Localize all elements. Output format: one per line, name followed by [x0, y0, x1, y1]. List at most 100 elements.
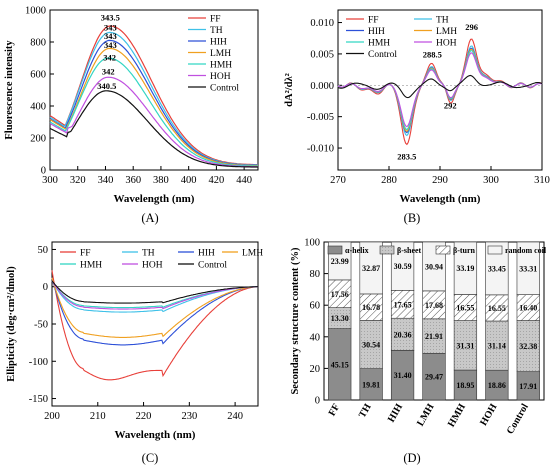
panel-b-x-tick-label: 280 — [381, 175, 397, 186]
panel-d-bar-value-label: 13.30 — [331, 314, 349, 323]
panel-d-legend-label: α-helix — [345, 246, 369, 255]
panel-b-legend-label: TH — [436, 16, 449, 26]
panel-a-peak-annotation: 343.5 — [101, 12, 120, 22]
panel-a-legend-label: LMH — [210, 49, 231, 59]
panel-a-peak-annotation: 343 — [104, 31, 117, 41]
panel-c-y-tick-label: 0 — [43, 282, 48, 293]
panel-a-peak-annotation: 343 — [104, 40, 117, 50]
panel-a-y-tick-label: 800 — [30, 38, 46, 49]
panel-b-second-derivative: 270 280 290 300 310 -0.010 -0.005 0.000 0.005 0.0… — [284, 9, 550, 205]
panel-c-x-tick-label: 220 — [136, 411, 152, 422]
panel-d-bar-value-label: 17.91 — [519, 382, 537, 391]
panel-d-bar-value-label: 32.38 — [519, 342, 537, 351]
panel-d-y-axis-label: Secondary structure content (%) — [290, 247, 301, 395]
panel-b-legend-label: HOH — [436, 39, 457, 49]
panel-a-y-tick-label: 200 — [30, 134, 46, 145]
panel-d-bar-value-label: 19.81 — [362, 380, 380, 389]
panel-c-x-axis-label: Wavelength (nm) — [115, 429, 196, 441]
panel-c-series-control — [51, 280, 258, 304]
panel-c-x-tick-label: 240 — [227, 411, 243, 422]
panel-a-peak-annotation: 343 — [104, 22, 117, 32]
panel-a-x-tick-label: 380 — [153, 175, 169, 186]
panel-a-y-tick-label: 600 — [30, 70, 46, 81]
panel-d-bar-segment — [516, 241, 540, 295]
panel-d-bar-segment — [390, 241, 415, 291]
panel-a-legend-label: TH — [210, 26, 223, 36]
panel-d-bar-value-label: 16.55 — [488, 304, 506, 313]
panel-c-legend-label: Control — [198, 261, 227, 271]
panel-c-series-ff — [51, 270, 259, 381]
panel-a-peak-annotation: 340.5 — [97, 81, 116, 91]
panel-d-bar-segment — [359, 241, 383, 295]
panel-c-legend-label: HIH — [198, 249, 215, 259]
panel-a-legend-label: HIH — [210, 38, 227, 48]
panel-d-bar-value-label: 18.95 — [456, 381, 474, 390]
panel-b-legend-label: FF — [368, 16, 379, 26]
panel-a-legend-label: FF — [210, 15, 221, 25]
panel-a-y-tick-label: 1000 — [25, 6, 46, 17]
panel-d-category-label: FF — [327, 402, 343, 418]
panel-a-peak-annotation: 342 — [103, 52, 116, 62]
panel-d-bar-value-label: 33.45 — [488, 264, 506, 273]
panel-d-bar-value-label: 17.68 — [425, 301, 443, 310]
panel-a-x-tick-label: 440 — [236, 175, 252, 186]
panel-d-category-label: Control — [505, 402, 531, 436]
panel-a-x-axis-label: Wavelength (nm) — [114, 193, 195, 205]
panel-b-peak-annotation: 292 — [444, 101, 457, 111]
panel-a-y-tick-label: 400 — [30, 102, 46, 113]
panel-d-bar-value-label: 17.65 — [394, 300, 412, 309]
panel-b-legend-label: LMH — [436, 27, 457, 37]
panel-d-category-label: HOH — [478, 402, 499, 428]
panel-d-bar-value-label: 18.86 — [488, 381, 506, 390]
panel-b-legend-label: HIH — [368, 27, 385, 37]
panel-b-y-axis-label: dA²/dλ² — [284, 73, 295, 107]
panel-d-bar-value-label: 21.91 — [425, 332, 443, 341]
panel-d-y-tick-label: 80 — [310, 269, 321, 280]
panel-d-legend-label: random coil — [505, 246, 547, 255]
panel-label-c: (C) — [142, 451, 159, 465]
panel-d-y-tick-label: 40 — [310, 332, 321, 343]
panel-d-bar-value-label: 30.54 — [362, 341, 380, 350]
panel-d-bar-value-label: 20.36 — [394, 330, 412, 339]
panel-c-y-axis-label: Ellipticity (deg·cm²/dmol) — [6, 266, 17, 382]
panel-b-series-hih — [337, 47, 543, 134]
panel-a-series-hoh — [49, 76, 258, 168]
panel-d-bar-segment — [453, 241, 478, 295]
panel-a-legend-label: HMH — [210, 61, 232, 71]
panel-d-y-tick-label: 60 — [310, 301, 321, 312]
panel-c-legend-label: HOH — [142, 261, 163, 271]
panel-d-bar-value-label: 30.94 — [425, 262, 443, 271]
panel-d-bar-value-label: 17.56 — [331, 290, 349, 299]
panel-d-bar-value-label: 45.15 — [331, 360, 349, 369]
panel-a-series-hmh — [49, 57, 258, 167]
panel-c-y-tick-label: -50 — [34, 320, 48, 331]
panel-c-legend-label: FF — [80, 249, 91, 259]
panel-b-y-tick-label: -0.010 — [307, 144, 334, 155]
panel-b-series-hmh — [337, 49, 543, 131]
panel-c-series-lmh — [51, 277, 258, 338]
panel-d-y-tick-label: 100 — [304, 238, 320, 249]
panel-d-bar-value-label: 31.14 — [488, 342, 506, 351]
panel-a-series-hih — [49, 39, 258, 166]
panel-d-bar-value-label: 16.78 — [362, 303, 380, 312]
panel-b-series-control — [337, 74, 543, 99]
panel-d-bar-value-label: 31.31 — [456, 341, 474, 350]
panel-c-circular-dichroism: 200 210 220 230 240 50 0 -50 -100 -150 Wavelength … — [6, 241, 263, 441]
panel-d-legend-label: β-turn — [453, 246, 476, 255]
panel-a-y-tick-label: 0 — [41, 166, 46, 177]
panel-d-bar-value-label: 33.31 — [519, 264, 537, 273]
panel-d-legend-swatch — [327, 245, 343, 255]
panel-d-y-tick-label: 20 — [310, 364, 321, 375]
panel-a-legend-label: Control — [210, 84, 239, 94]
panel-d-bar-value-label: 16.40 — [519, 304, 537, 313]
panel-d-bar-segment — [485, 241, 509, 296]
panel-d-legend-swatch — [379, 245, 395, 255]
panel-d-category-label: HMH — [446, 402, 468, 429]
panel-a-x-tick-label: 340 — [98, 175, 114, 186]
panel-b-y-tick-label: 0.010 — [310, 18, 334, 29]
panel-c-series-hoh — [51, 280, 258, 310]
panel-b-x-tick-label: 270 — [330, 175, 346, 186]
panel-d-bar-value-label: 32.87 — [362, 264, 380, 273]
panel-label-a: (A) — [141, 211, 158, 225]
